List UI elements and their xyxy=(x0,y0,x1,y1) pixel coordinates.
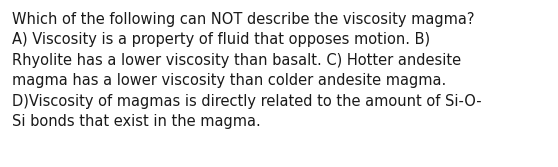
Text: Which of the following can NOT describe the viscosity magma?
A) Viscosity is a p: Which of the following can NOT describe … xyxy=(12,12,482,129)
